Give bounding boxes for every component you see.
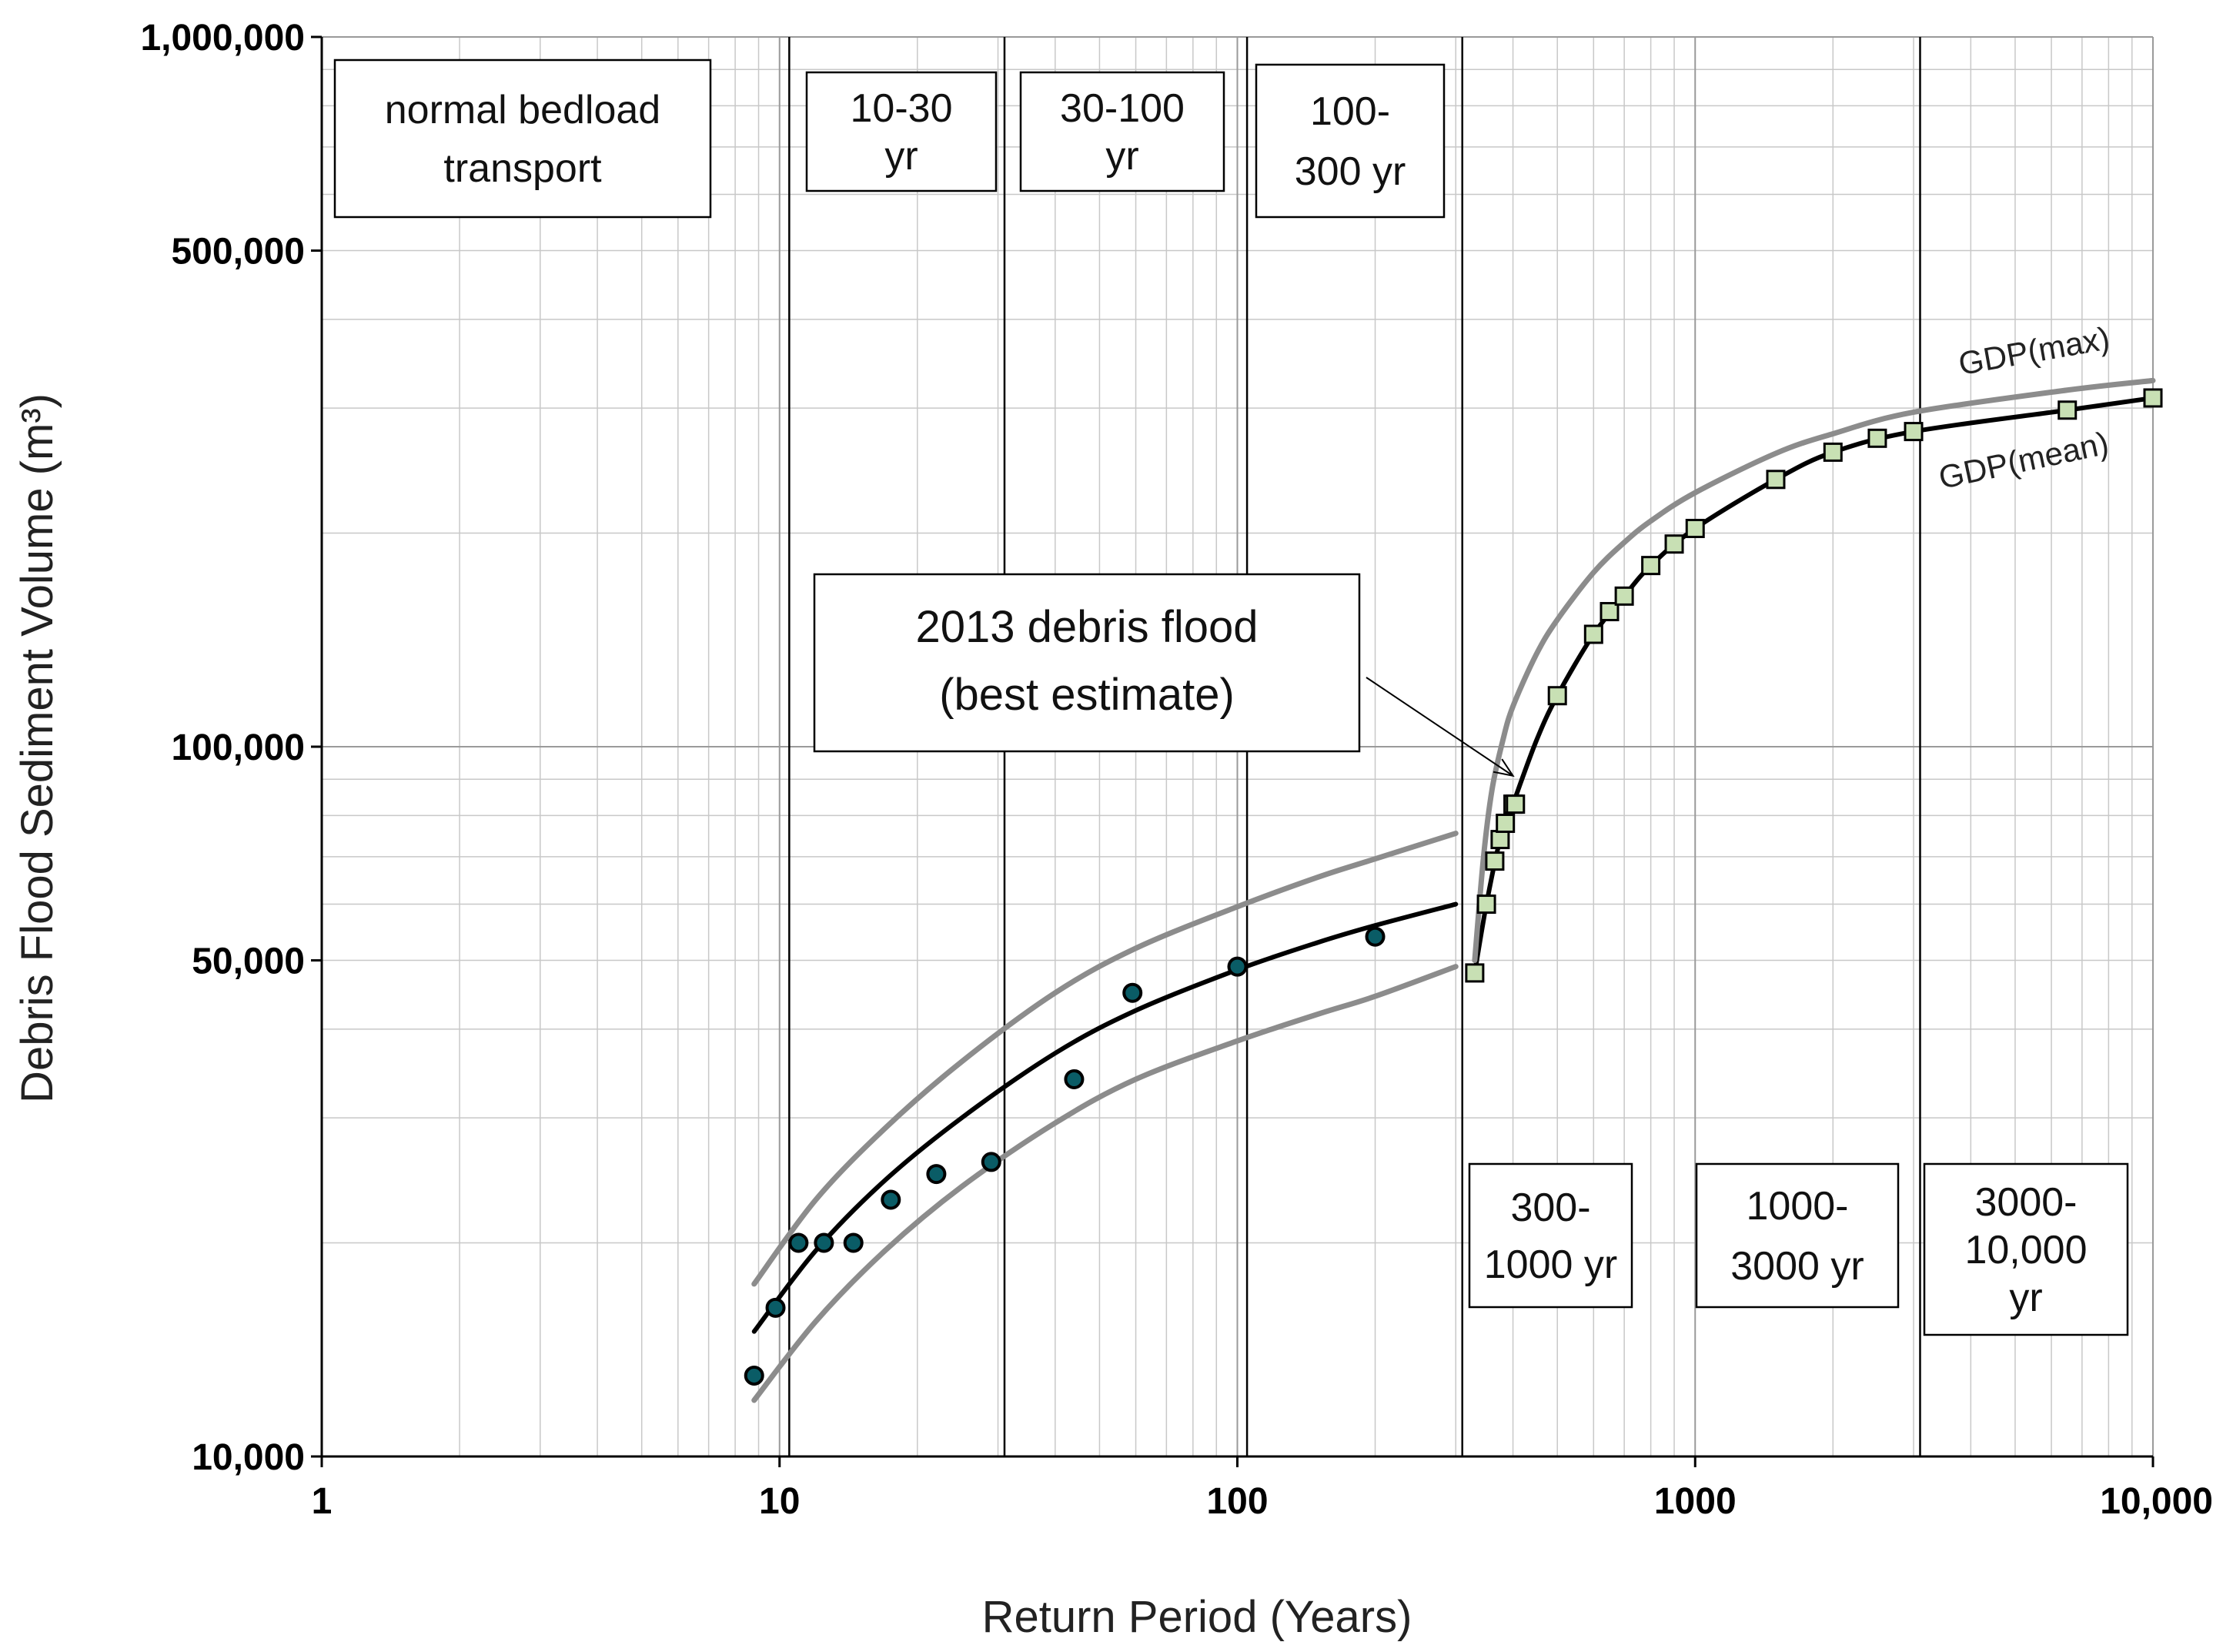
period-box-text: 1000- [1747,1184,1849,1229]
period-box-text: transport [443,146,602,191]
fit-curve [751,831,1459,1287]
data-point-circle [765,1297,786,1318]
period-box-text: normal bedload [385,88,660,132]
period-box-text: 10-30 [851,86,953,131]
data-point-square [1641,556,1661,576]
data-point-square [1664,534,1684,554]
period-box: 100- 300 yr [1255,63,1446,219]
period-boxes: normal bedloadtransport10-30yr30-100yr10… [333,59,2129,1336]
data-point-square [1614,586,1634,606]
data-point-circle [1227,956,1248,977]
period-box-frame [1019,71,1225,192]
annotation-group: 2013 debris flood (best estimate) [813,573,1515,778]
period-box-text: 100- [1310,89,1390,134]
data-point-circle [981,1152,1001,1172]
data-point-square [2058,400,2078,420]
data-point-square [1476,895,1496,915]
y-axis-label: Debris Flood Sediment Volume (m³) [12,393,62,1103]
fit-curve [751,901,1459,1334]
data-point-circle [926,1164,947,1185]
period-box: normal bedload transport [333,59,712,219]
data-point-square [1496,813,1516,833]
annotation-arrowhead [1493,758,1515,778]
annotation-text: (best estimate) [939,670,1235,720]
data-point-circle [881,1189,901,1210]
x-tick-label: 1000 [1654,1481,1737,1522]
period-box-frame [1468,1162,1633,1309]
data-point-square [1485,851,1505,871]
data-point-square [1766,470,1786,490]
data-point-square [1600,602,1620,622]
period-box-text: 3000- [1975,1180,2078,1225]
data-point-square [1506,794,1526,814]
data-point-square [1904,422,1924,442]
period-box-text: yr [1105,134,1138,179]
period-box-frame [805,71,998,192]
y-tick-labels: 10,000 50,000 100,000 500,000 1,000,000 [140,18,305,1478]
x-axis-label: Return Period (Years) [982,1592,1412,1642]
x-tick-label: 1 [312,1481,333,1522]
data-point-circle [1365,926,1386,947]
annotation-box [813,573,1361,753]
data-point-square [1867,428,1887,448]
y-tick-label: 100,000 [171,727,305,768]
data-point-square [1685,518,1705,538]
period-box-text: 30-100 [1060,86,1185,131]
period-box-text: 300 yr [1295,149,1406,194]
x-tick-label: 100 [1206,1481,1268,1522]
period-box: 300- 1000 yr [1468,1162,1633,1309]
period-box-frame [1695,1162,1900,1309]
fit-curve [751,964,1459,1403]
data-point-square [2143,388,2163,408]
period-box-text: 3000 yr [1730,1244,1864,1289]
y-tick-label: 10,000 [192,1437,305,1478]
period-box-text: 10,000 [1964,1228,2087,1272]
period-box: 1000- 3000 yr [1695,1162,1900,1309]
x-tick-labels: 1 10 100 1000 10,000 [312,1481,2213,1522]
data-point-square [1490,830,1510,850]
data-markers [744,388,2163,1386]
period-box-text: yr [2009,1276,2042,1320]
axes [311,35,2154,1467]
period-box-text: yr [884,134,918,179]
period-box-frame [1255,63,1446,219]
data-point-circle [843,1232,864,1253]
period-box-text: 300- [1510,1185,1590,1230]
data-point-circle [788,1232,809,1253]
data-point-circle [1122,982,1143,1003]
x-tick-label: 10 [759,1481,800,1522]
annotation-text: 2013 debris flood [916,602,1259,652]
data-point-square [1465,963,1485,983]
data-point-square [1583,624,1603,644]
data-point-circle [744,1365,764,1386]
x-tick-label: 10,000 [2100,1481,2213,1522]
y-tick-label: 50,000 [192,941,305,982]
curve-gdp-max [1472,377,2156,964]
period-box-frame [333,59,712,219]
y-tick-label: 500,000 [171,232,305,273]
data-point-circle [814,1232,834,1253]
period-box-text: 1000 yr [1484,1242,1617,1287]
annotation-arrow-line [1366,677,1514,777]
data-point-square [1823,442,1843,462]
data-point-square [1547,686,1567,706]
data-point-circle [1064,1068,1085,1089]
period-box-frame [1923,1162,2129,1336]
y-tick-label: 1,000,000 [140,18,305,59]
